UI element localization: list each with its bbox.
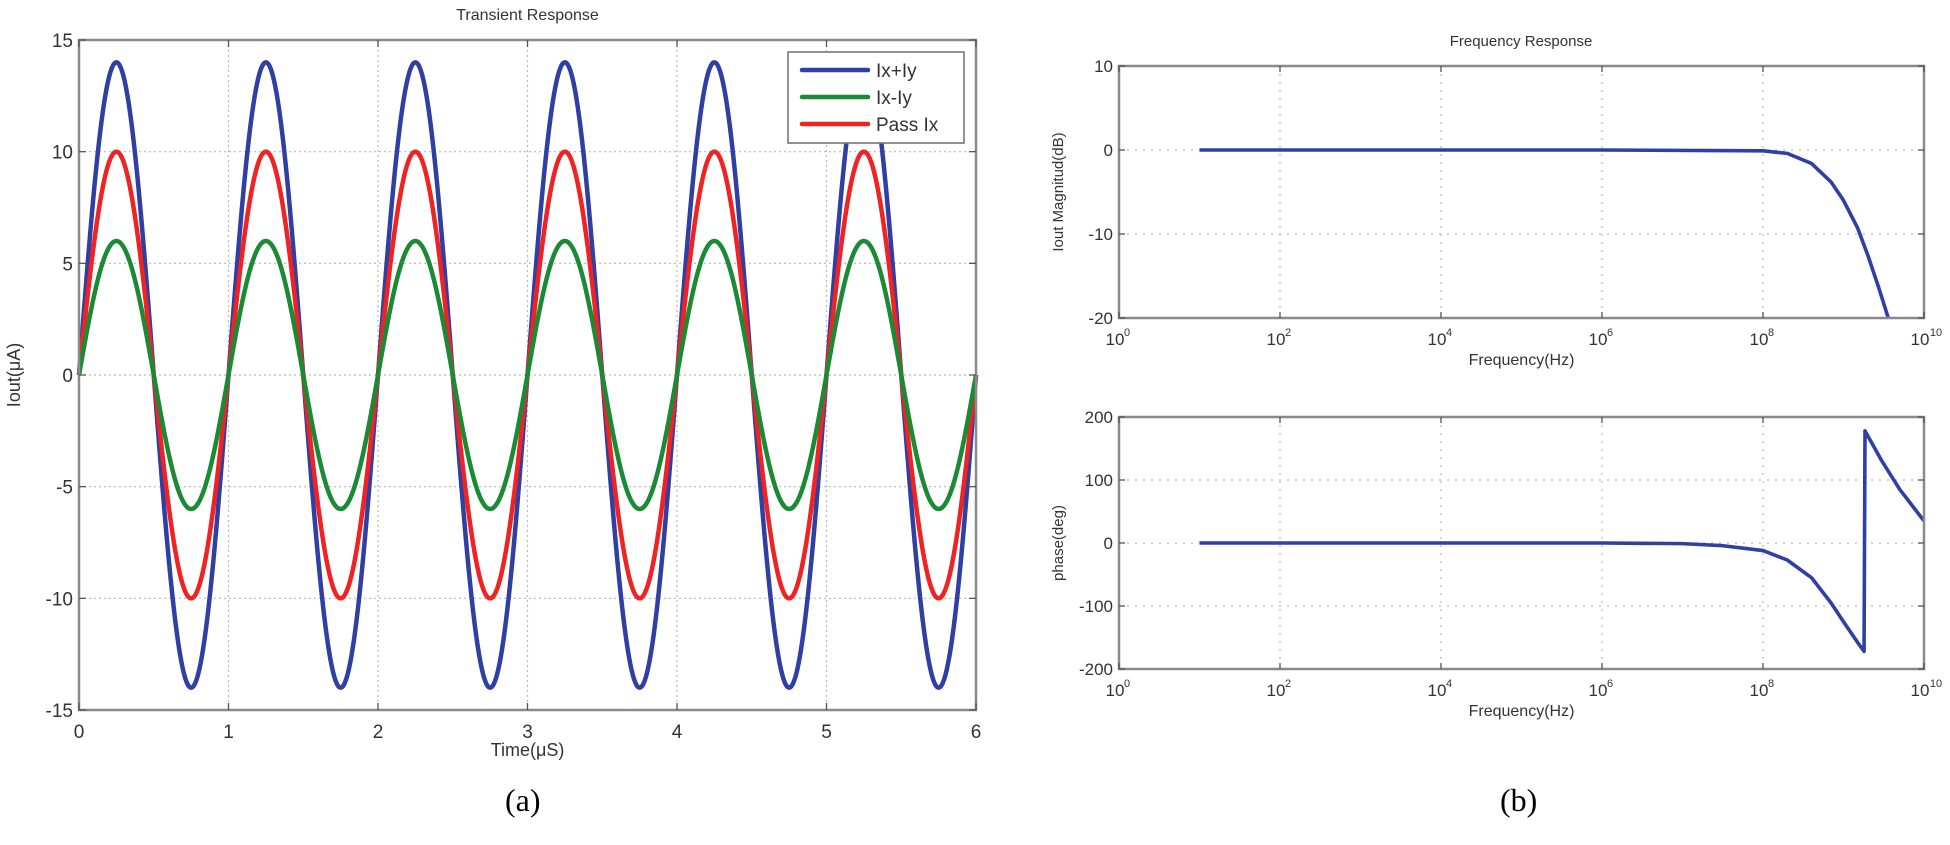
x-tick-label: 10 6 bbox=[1589, 327, 1614, 349]
x-tick-label: 10 4 bbox=[1428, 327, 1453, 349]
svg-text:0: 0 bbox=[1124, 327, 1130, 339]
y-tick-label: 100 bbox=[1085, 471, 1113, 490]
svg-text:10: 10 bbox=[1267, 681, 1286, 700]
series-phase bbox=[1199, 429, 1926, 654]
legend: Ix+Iy Ix-Iy Pass Ix bbox=[787, 51, 965, 144]
x-tick-label: 10 8 bbox=[1750, 678, 1775, 700]
svg-text:10: 10 bbox=[1106, 681, 1125, 700]
svg-text:10: 10 bbox=[1750, 330, 1769, 349]
x-tick-label: 10 10 bbox=[1911, 327, 1943, 349]
x-tick-label: 6 bbox=[971, 722, 982, 743]
y-tick-label: 10 bbox=[1094, 57, 1113, 76]
caption-a: (a) bbox=[505, 782, 541, 818]
series-magnitude bbox=[1199, 148, 1890, 319]
x-axis-label: Time(μS) bbox=[491, 740, 565, 760]
plot-frame bbox=[1117, 64, 1926, 320]
y-tick-label: 10 bbox=[52, 143, 73, 164]
y-tick-label: -10 bbox=[46, 589, 73, 610]
y-tick-label: 5 bbox=[62, 254, 73, 275]
x-tick-label: 0 bbox=[74, 722, 85, 743]
y-axis-label: Iout Magnitud(dB) bbox=[1050, 132, 1067, 251]
chart-title: Frequency Response bbox=[1450, 33, 1593, 50]
y-tick-label: -200 bbox=[1079, 660, 1113, 679]
x-tick-label: 10 6 bbox=[1589, 678, 1614, 700]
svg-text:2: 2 bbox=[1285, 678, 1291, 690]
svg-text:8: 8 bbox=[1768, 678, 1774, 690]
svg-text:2: 2 bbox=[1285, 327, 1291, 339]
chart-title: Transient Response bbox=[456, 7, 599, 24]
y-tick-label: -5 bbox=[56, 478, 73, 499]
svg-text:10: 10 bbox=[1428, 330, 1447, 349]
legend-label: Ix+Iy bbox=[876, 61, 917, 82]
y-tick-label: 0 bbox=[62, 366, 73, 387]
grid-lines bbox=[1119, 417, 1924, 669]
axis-ticks bbox=[1118, 65, 1925, 319]
x-tick-label: 10 4 bbox=[1428, 678, 1453, 700]
svg-text:10: 10 bbox=[1589, 330, 1608, 349]
x-tick-label: 10 2 bbox=[1267, 678, 1292, 700]
x-tick-label: 1 bbox=[223, 722, 234, 743]
svg-text:6: 6 bbox=[1607, 327, 1613, 339]
x-tick-label: 3 bbox=[522, 722, 533, 743]
y-tick-label: 0 bbox=[1104, 534, 1113, 553]
grid-lines bbox=[1119, 66, 1924, 318]
svg-text:10: 10 bbox=[1750, 681, 1769, 700]
svg-text:6: 6 bbox=[1607, 678, 1613, 690]
svg-text:10: 10 bbox=[1930, 327, 1942, 339]
y-tick-label: 0 bbox=[1104, 141, 1113, 160]
y-axis-label: phase(deg) bbox=[1050, 505, 1067, 581]
x-axis-label: Frequency(Hz) bbox=[1469, 703, 1575, 720]
svg-text:10: 10 bbox=[1911, 330, 1930, 349]
y-tick-label: 15 bbox=[52, 31, 73, 52]
svg-text:8: 8 bbox=[1768, 327, 1774, 339]
y-tick-label: -10 bbox=[1088, 225, 1113, 244]
y-tick-label: -100 bbox=[1079, 597, 1113, 616]
legend-label: Pass Ix bbox=[876, 115, 939, 136]
x-axis-label: Frequency(Hz) bbox=[1469, 352, 1575, 369]
svg-text:10: 10 bbox=[1267, 330, 1286, 349]
x-tick-label: 5 bbox=[821, 722, 832, 743]
x-tick-label: 10 10 bbox=[1911, 678, 1943, 700]
series-ix-iy bbox=[76, 238, 979, 512]
y-axis-label: Iout(μA) bbox=[4, 343, 24, 407]
x-tick-label: 2 bbox=[373, 722, 384, 743]
x-tick-label: 10 0 bbox=[1106, 678, 1131, 700]
svg-text:0: 0 bbox=[1124, 678, 1130, 690]
svg-text:4: 4 bbox=[1446, 327, 1452, 339]
caption-b: (b) bbox=[1500, 782, 1538, 818]
transient-response-chart: 0 1 2 3 4 5 6 -15 -10 -5 0 5 10 15 Transient Response T… bbox=[4, 7, 982, 760]
phase-chart: 10 0 10 2 10 4 10 6 10 8 10 10-200-1000100200Freque… bbox=[1050, 408, 1942, 720]
x-tick-label: 4 bbox=[672, 722, 683, 743]
svg-text:10: 10 bbox=[1589, 681, 1608, 700]
axis-ticks bbox=[1118, 416, 1925, 670]
svg-text:10: 10 bbox=[1106, 330, 1125, 349]
y-tick-label: -20 bbox=[1088, 309, 1113, 328]
svg-text:10: 10 bbox=[1911, 681, 1930, 700]
svg-text:10: 10 bbox=[1428, 681, 1447, 700]
x-tick-label: 10 2 bbox=[1267, 327, 1292, 349]
y-tick-label: -15 bbox=[46, 701, 73, 722]
svg-text:10: 10 bbox=[1930, 678, 1942, 690]
legend-label: Ix-Iy bbox=[876, 88, 912, 109]
svg-text:4: 4 bbox=[1446, 678, 1452, 690]
y-tick-label: 200 bbox=[1085, 408, 1113, 427]
axis-ticks bbox=[78, 39, 977, 711]
x-tick-label: 10 8 bbox=[1750, 327, 1775, 349]
x-tick-label: 10 0 bbox=[1106, 327, 1131, 349]
